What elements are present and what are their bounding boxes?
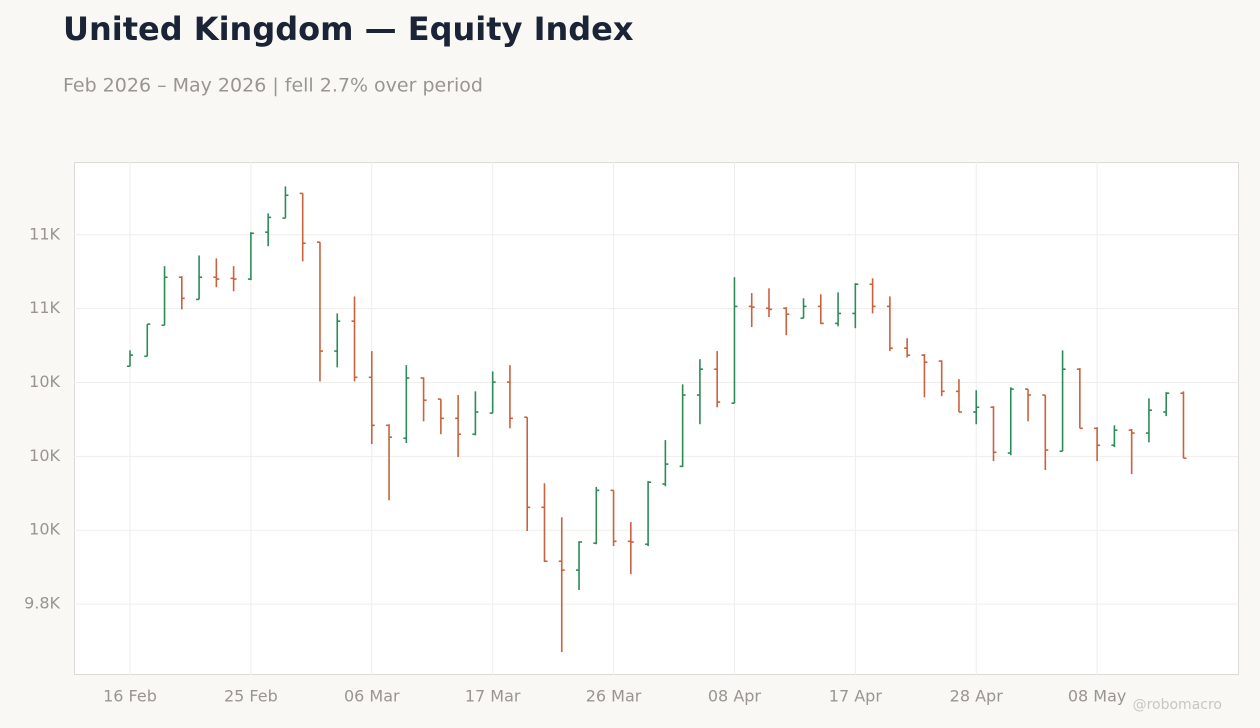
y-tick-label: 10K bbox=[29, 446, 60, 465]
x-tick-label: 08 Apr bbox=[708, 687, 762, 706]
x-tick-label: 08 May bbox=[1068, 687, 1127, 706]
watermark: @robomacro bbox=[1133, 697, 1222, 713]
x-tick-label: 06 Mar bbox=[344, 687, 400, 706]
x-tick-label: 25 Feb bbox=[224, 687, 278, 706]
x-tick-label: 17 Apr bbox=[829, 687, 883, 706]
x-tick-label: 26 Mar bbox=[586, 687, 642, 706]
y-tick-label: 11K bbox=[29, 224, 60, 243]
y-tick-label: 11K bbox=[29, 298, 60, 317]
plot-area bbox=[74, 162, 1239, 675]
chart-subtitle: Feb 2026 – May 2026 | fell 2.7% over per… bbox=[63, 75, 483, 97]
x-tick-label: 17 Mar bbox=[465, 687, 521, 706]
y-tick-label: 10K bbox=[29, 372, 60, 391]
chart-title: United Kingdom — Equity Index bbox=[63, 10, 634, 48]
x-tick-label: 28 Apr bbox=[950, 687, 1004, 706]
x-tick-label: 16 Feb bbox=[103, 687, 157, 706]
y-tick-label: 10K bbox=[29, 520, 60, 539]
marks bbox=[127, 186, 1187, 653]
y-tick-label: 9.8K bbox=[24, 594, 60, 613]
